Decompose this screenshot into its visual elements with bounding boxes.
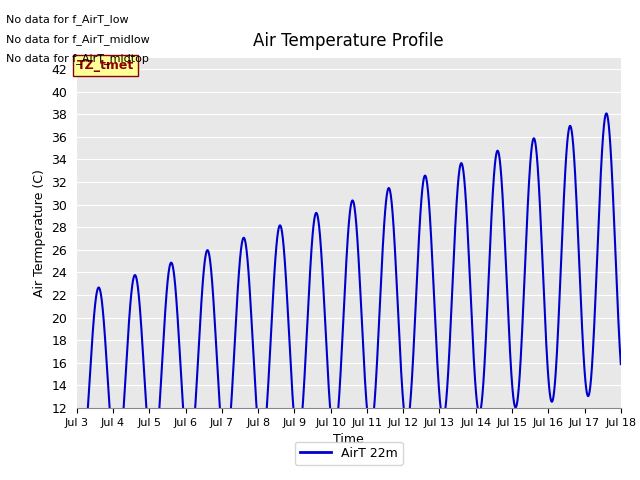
Text: TZ_tmet: TZ_tmet xyxy=(77,59,134,72)
Text: No data for f_AirT_low: No data for f_AirT_low xyxy=(6,14,129,25)
Text: No data for f_AirT_midtop: No data for f_AirT_midtop xyxy=(6,53,149,64)
Title: Air Temperature Profile: Air Temperature Profile xyxy=(253,33,444,50)
Legend: AirT 22m: AirT 22m xyxy=(295,442,403,465)
X-axis label: Time: Time xyxy=(333,433,364,446)
Y-axis label: Air Termperature (C): Air Termperature (C) xyxy=(33,169,45,297)
Text: No data for f_AirT_midlow: No data for f_AirT_midlow xyxy=(6,34,150,45)
